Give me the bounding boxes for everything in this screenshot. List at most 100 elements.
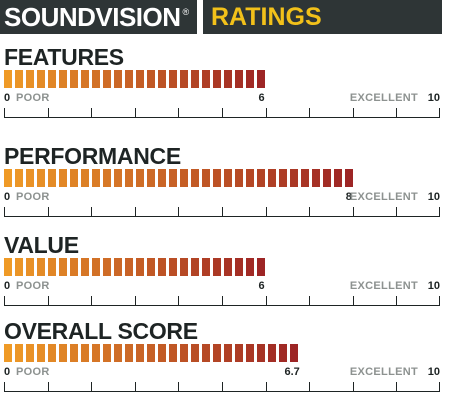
rating-bar-segment [59, 344, 67, 362]
brand-registered-mark: ® [182, 7, 190, 17]
ruler-tick [352, 207, 354, 217]
rating-score-value: 6.7 [284, 366, 300, 378]
rating-bar-segment [92, 344, 100, 362]
scale-max-label: 10 [427, 191, 440, 203]
scale-excellent-label: EXCELLENT [349, 366, 418, 378]
ruler-tick [439, 382, 440, 392]
ruler-tick [134, 296, 136, 306]
rating-bar-segment [4, 169, 12, 187]
rating-bar-segment [26, 344, 34, 362]
rating-scale: 0 POOR 6 EXCELLENT 10 [4, 91, 440, 105]
rating-bar-segment [37, 344, 45, 362]
rating-bar-segment [136, 258, 144, 276]
rating-bar-segment [125, 70, 133, 88]
rating-bar-segment [246, 70, 254, 88]
scale-poor-label: POOR [16, 280, 50, 292]
header-divider [197, 0, 203, 34]
rating-bar-segment [202, 70, 210, 88]
ruler-tick [4, 296, 5, 306]
rating-bar-segment [235, 169, 243, 187]
rating-bar-segment [81, 169, 89, 187]
ruler-tick [265, 382, 267, 392]
rating-title: OVERALL SCORE [4, 318, 198, 344]
rating-bar-segment [4, 70, 12, 88]
rating-bar-segment [191, 70, 199, 88]
rating-bar-segment [191, 169, 199, 187]
ruler-tick [309, 108, 311, 118]
rating-bar-segment [114, 258, 122, 276]
ruler-tick [439, 296, 440, 306]
rating-bar [4, 258, 440, 276]
rating-features: FEATURES 0 POOR 6 EXCELLENT 10 [0, 44, 442, 124]
rating-bar-segment [213, 258, 221, 276]
rating-bar-segment [147, 258, 155, 276]
rating-bar-segment [224, 258, 232, 276]
scale-excellent-label: EXCELLENT [349, 280, 418, 292]
ruler-tick [47, 108, 49, 118]
rating-bar-segment [323, 169, 331, 187]
scale-poor-label: POOR [16, 191, 50, 203]
rating-bar-segment [125, 344, 133, 362]
brand-name: SOUNDVISION [4, 1, 181, 32]
rating-bar-segment [125, 169, 133, 187]
rating-bar-segment [191, 344, 199, 362]
rating-bar-segment [202, 169, 210, 187]
scale-max-label: 10 [427, 366, 440, 378]
ruler-tick [265, 207, 267, 217]
rating-bar-segment [48, 169, 56, 187]
rating-bar-segment [15, 70, 23, 88]
rating-bar-segment [235, 344, 243, 362]
rating-bar-segment [15, 169, 23, 187]
ruler-tick [352, 296, 354, 306]
rating-bar-segment [59, 258, 67, 276]
rating-bar-segment [48, 70, 56, 88]
rating-bar-segment [290, 344, 298, 362]
rating-bar-segment [92, 70, 100, 88]
rating-bar-segment [37, 70, 45, 88]
rating-bar-segment [70, 70, 78, 88]
rating-score-value: 8 [345, 191, 352, 203]
rating-bar-segment [158, 258, 166, 276]
rating-bar-segment [4, 258, 12, 276]
rating-bar-segment [224, 70, 232, 88]
rating-scale: 0 POOR 8 EXCELLENT 10 [4, 190, 440, 204]
ruler-tick [439, 207, 440, 217]
ruler-tick [222, 108, 223, 118]
rating-bar-segment [246, 169, 254, 187]
scale-excellent-label: EXCELLENT [349, 191, 418, 203]
ruler-tick [91, 108, 93, 118]
scale-min-label: 0 [4, 191, 11, 203]
rating-bar-segment [103, 258, 111, 276]
rating-bar-segment [15, 344, 23, 362]
rating-bar-segment [235, 70, 243, 88]
rating-bar-segment [246, 258, 254, 276]
rating-bar-segment [103, 70, 111, 88]
ruler-tick [4, 207, 5, 217]
ruler-tick [134, 108, 136, 118]
rating-bar-segment [26, 258, 34, 276]
rating-bar-segment [169, 169, 177, 187]
rating-bar-segment [103, 169, 111, 187]
rating-bar [4, 169, 440, 187]
rating-score-value: 6 [258, 92, 265, 104]
ruler-tick [352, 108, 354, 118]
ruler-tick [309, 207, 311, 217]
rating-bar-segment [312, 169, 320, 187]
rating-bar-segment [70, 169, 78, 187]
rating-bar-segment [246, 344, 254, 362]
rating-title: PERFORMANCE [4, 143, 181, 169]
rating-bar-segment [224, 344, 232, 362]
rating-bar-segment [213, 70, 221, 88]
scale-excellent-label: EXCELLENT [349, 92, 418, 104]
ruler-tick [396, 296, 398, 306]
rating-ruler [4, 380, 440, 392]
rating-bar-segment [81, 70, 89, 88]
rating-bar-segment [15, 258, 23, 276]
rating-bar-segment [224, 169, 232, 187]
rating-bar-segment [70, 344, 78, 362]
ruler-tick [47, 207, 49, 217]
rating-bar-segment [213, 344, 221, 362]
ruler-tick [222, 382, 223, 392]
ratings-title: RATINGS [203, 0, 442, 34]
rating-bar-segment [257, 258, 265, 276]
